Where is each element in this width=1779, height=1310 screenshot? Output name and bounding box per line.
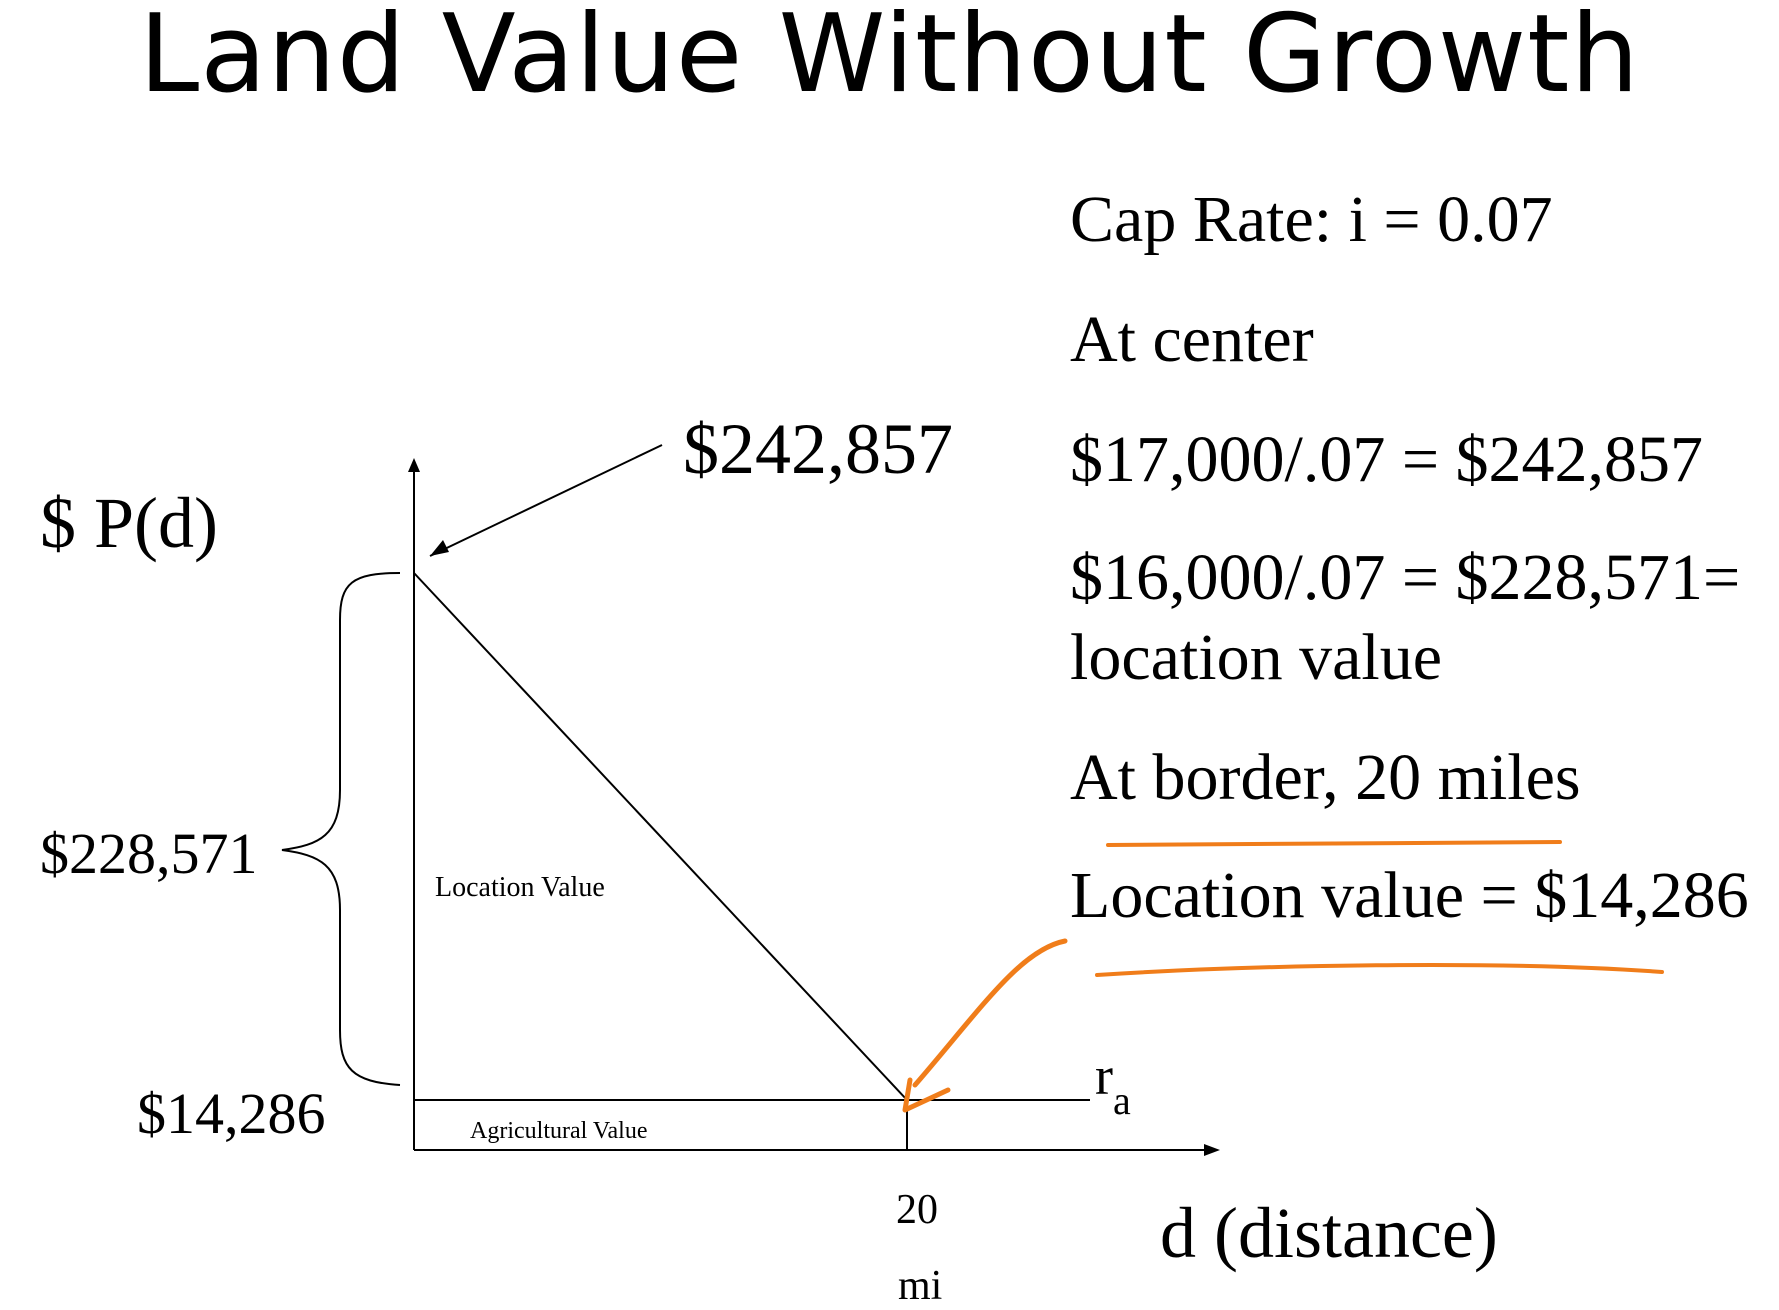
x-tick-label-unit: mi xyxy=(898,1263,943,1309)
border-location-value-text: Location value = $14,286 xyxy=(1070,859,1749,932)
y-axis-arrow-icon xyxy=(408,458,420,472)
center-location-calc-cont: location value xyxy=(1070,621,1443,694)
x-axis-arrow-icon xyxy=(1204,1144,1220,1156)
agricultural-value-label: $14,286 xyxy=(137,1081,326,1146)
ra-main: r xyxy=(1095,1046,1113,1106)
cap-rate-text: Cap Rate: i = 0.07 xyxy=(1070,183,1553,256)
slide-title: Land Value Without Growth xyxy=(139,0,1640,117)
center-total-calc: $17,000/.07 = $242,857 xyxy=(1070,423,1704,496)
agricultural-value-region-label: Agricultural Value xyxy=(470,1118,648,1144)
border-underline xyxy=(1106,840,1562,847)
location-value-brace xyxy=(281,572,401,1086)
ra-subscript: a xyxy=(1112,1078,1131,1123)
y-axis-label: $ P(d) xyxy=(40,483,218,563)
handwritten-arrowhead-icon xyxy=(902,1077,951,1113)
x-axis-label: d (distance) xyxy=(1160,1193,1498,1273)
peak-callout-arrow xyxy=(429,444,663,557)
bid-rent-line xyxy=(413,572,908,1101)
peak-value-callout: $242,857 xyxy=(683,409,953,489)
handwritten-arrow xyxy=(912,938,1068,1088)
at-border-text: At border, 20 miles xyxy=(1070,741,1581,814)
peak-callout-arrowhead-icon xyxy=(430,540,449,556)
location-value-underline xyxy=(1095,962,1664,977)
ra-label: ra xyxy=(1095,1045,1131,1123)
x-tick-label-value: 20 xyxy=(896,1187,938,1233)
center-location-calc: $16,000/.07 = $228,571= xyxy=(1070,541,1741,614)
location-value-region-label: Location Value xyxy=(435,872,605,903)
at-center-text: At center xyxy=(1070,303,1314,376)
location-value-brace-label: $228,571 xyxy=(40,821,258,886)
